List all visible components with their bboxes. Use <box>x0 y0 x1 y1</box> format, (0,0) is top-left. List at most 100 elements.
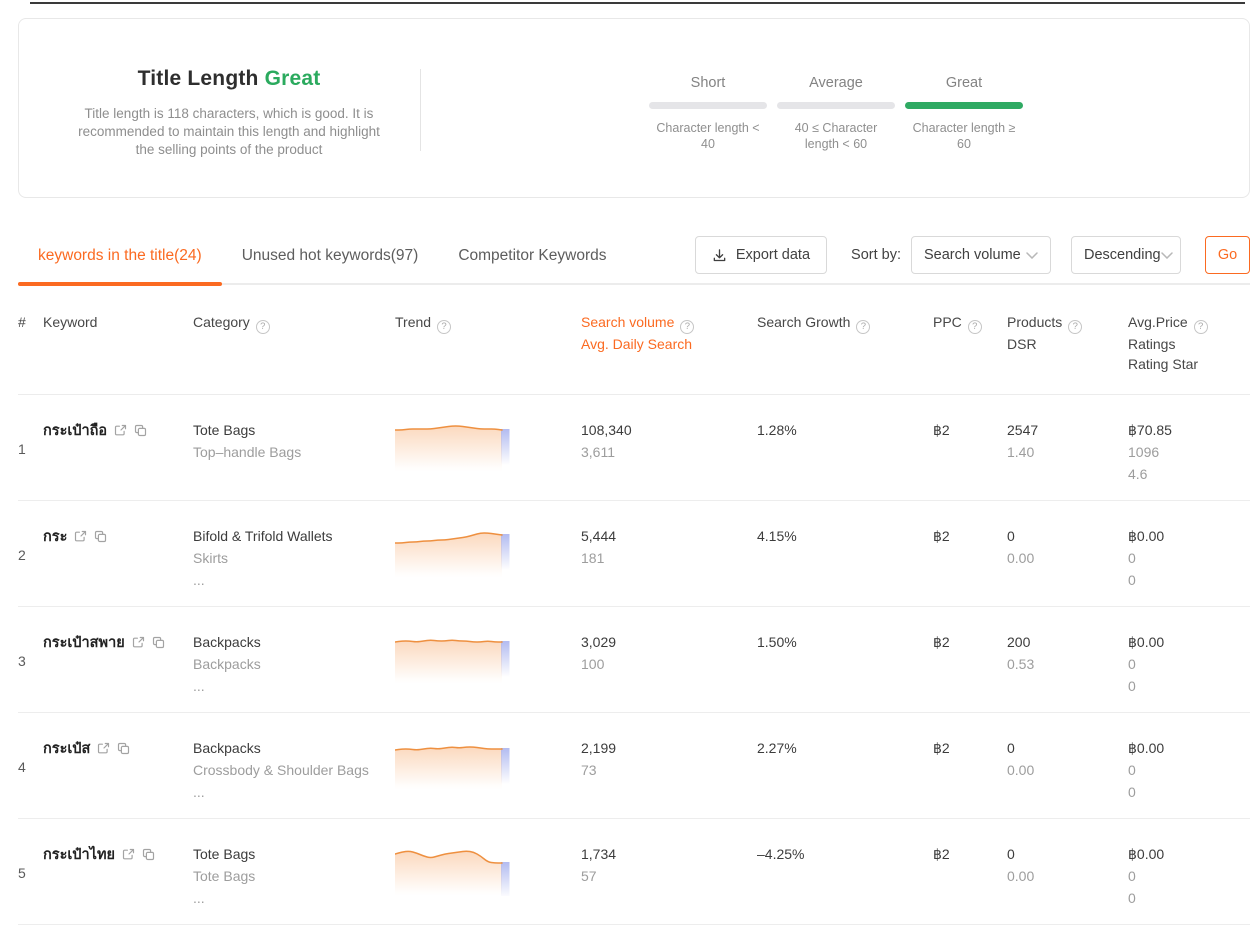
header-search-growth: Search Growth? <box>757 312 933 374</box>
ppc-value: ฿2 <box>933 740 950 756</box>
rating-star-value: 0 <box>1128 572 1136 588</box>
level-great: Great Character length ≥ 60 <box>905 75 1023 152</box>
search-growth-cell: 1.18% <box>757 925 933 946</box>
search-growth-cell: 2.27% <box>757 713 933 818</box>
rating-star-value: 0 <box>1128 784 1136 800</box>
search-growth-value: 1.50% <box>757 634 797 650</box>
products-cell: 2019 <box>1007 925 1128 946</box>
category-line-3: ... <box>193 784 205 800</box>
go-button[interactable]: Go <box>1205 236 1250 274</box>
trend-sparkline <box>395 925 581 946</box>
ppc-cell: ฿2 <box>933 819 1007 924</box>
dsr-value: 0.53 <box>1007 656 1035 672</box>
external-link-icon[interactable] <box>122 848 135 861</box>
sparkline-chart <box>395 639 510 684</box>
category-line-2: Top–handle Bags <box>193 444 302 460</box>
table-row: 6 ใ Crossbody & Shoulder <box>18 925 1250 946</box>
ppc-cell: ฿2 <box>933 925 1007 946</box>
help-icon[interactable]: ? <box>1068 320 1083 334</box>
search-growth-cell: 4.15% <box>757 501 933 606</box>
category-line-1: Tote Bags <box>193 422 256 438</box>
avg-daily-search-value: 100 <box>581 656 605 672</box>
price-cell: ฿0.00 0 0 <box>1128 713 1250 818</box>
ratings-value: 1096 <box>1128 444 1160 460</box>
copy-icon[interactable] <box>117 742 130 755</box>
dsr-value: 0.00 <box>1007 550 1035 566</box>
length-levels: Short Character length < 40 Average 40 ≤… <box>649 75 1023 152</box>
search-volume-cell: 2,199 73 <box>581 713 757 818</box>
search-volume-value: 2,199 <box>581 740 617 756</box>
ratings-value: 0 <box>1128 762 1136 778</box>
level-average: Average 40 ≤ Character length < 60 <box>777 75 895 152</box>
row-index: 3 <box>18 653 26 669</box>
level-caption: 40 ≤ Character length < 60 <box>794 121 878 151</box>
category-cell: Tote Bags Tote Bags ... <box>193 819 395 924</box>
table-row: 1 กระเป๋าถือ Tote Bags <box>18 395 1250 501</box>
help-icon[interactable]: ? <box>1193 320 1208 334</box>
table-header: # Keyword Category? Trend? Search volume… <box>18 285 1250 395</box>
level-caption: Character length ≥ 60 <box>912 121 1016 151</box>
search-volume-value: 3,029 <box>581 634 617 650</box>
header-search-volume: Search volume? Avg. Daily Search <box>581 312 757 374</box>
category-cell: Tote Bags Top–handle Bags <box>193 395 395 500</box>
help-icon[interactable]: ? <box>437 320 452 334</box>
copy-icon[interactable] <box>152 636 165 649</box>
level-bar <box>649 102 767 109</box>
dsr-value: 0.00 <box>1007 762 1035 778</box>
external-link-icon[interactable] <box>97 742 110 755</box>
header-trend: Trend? <box>395 312 581 374</box>
trend-sparkline <box>395 713 581 818</box>
search-volume-value: 5,444 <box>581 528 617 544</box>
avg-daily-search-value: 181 <box>581 550 605 566</box>
products-value: 0 <box>1007 740 1015 756</box>
dsr-value: 1.40 <box>1007 444 1035 460</box>
search-growth-value: 2.27% <box>757 740 797 756</box>
avg-price-value: ฿0.00 <box>1128 528 1165 544</box>
sort-order-select[interactable]: Descending <box>1071 236 1181 274</box>
level-bar <box>777 102 895 109</box>
keyword-cell: กระเป๋าสพาย <box>43 607 193 712</box>
row-index: 6 <box>18 925 43 946</box>
table-body: 1 กระเป๋าถือ Tote Bags <box>18 395 1250 946</box>
products-cell: 200 0.53 <box>1007 607 1128 712</box>
products-cell: 0 0.00 <box>1007 713 1128 818</box>
avg-price-value: ฿0.00 <box>1128 846 1165 862</box>
keyword-text: กระ <box>43 529 68 545</box>
tabs-bar: keywords in the title(24) Unused hot key… <box>18 231 1250 286</box>
external-link-icon[interactable] <box>114 424 127 437</box>
category-line-1: Backpacks <box>193 740 261 756</box>
help-icon[interactable]: ? <box>967 320 982 334</box>
products-value: 200 <box>1007 634 1031 650</box>
sort-order-value: Descending <box>1084 247 1161 263</box>
export-data-button[interactable]: Export data <box>694 236 828 274</box>
price-cell: ฿0.00 0 0 <box>1128 607 1250 712</box>
external-link-icon[interactable] <box>132 636 145 649</box>
level-caption: Character length < 40 <box>656 121 760 151</box>
header-avg-price: Avg.Price? Ratings Rating Star <box>1128 312 1250 374</box>
sparkline-chart <box>395 850 510 896</box>
copy-icon[interactable] <box>94 530 107 543</box>
ratings-value: 0 <box>1128 868 1136 884</box>
help-icon[interactable]: ? <box>680 320 695 334</box>
avg-daily-search-value: 3,611 <box>581 444 615 460</box>
sparkline-chart <box>395 746 510 790</box>
tab-unused-hot-keywords[interactable]: Unused hot keywords(97) <box>241 247 419 264</box>
copy-icon[interactable] <box>134 424 147 437</box>
sparkline-chart <box>395 532 510 578</box>
category-cell: Backpacks Backpacks ... <box>193 607 395 712</box>
download-icon <box>712 248 727 263</box>
copy-icon[interactable] <box>142 848 155 861</box>
help-icon[interactable]: ? <box>255 320 270 334</box>
category-line-3: ... <box>193 890 205 906</box>
price-cell: ฿0.00 0 0 <box>1128 501 1250 606</box>
sort-field-select[interactable]: Search volume <box>911 236 1051 274</box>
keyword-text: กระเป๋าสพาย <box>43 635 125 651</box>
search-growth-value: 4.15% <box>757 528 797 544</box>
help-icon[interactable]: ? <box>856 320 871 334</box>
tab-competitor-keywords[interactable]: Competitor Keywords <box>458 247 607 264</box>
search-growth-cell: 1.28% <box>757 395 933 500</box>
external-link-icon[interactable] <box>74 530 87 543</box>
category-line-1: Bifold & Trifold Wallets <box>193 528 333 544</box>
keyword-cell: กระเป๋าไทย <box>43 819 193 924</box>
tab-keywords-in-title[interactable]: keywords in the title(24) <box>18 231 222 286</box>
